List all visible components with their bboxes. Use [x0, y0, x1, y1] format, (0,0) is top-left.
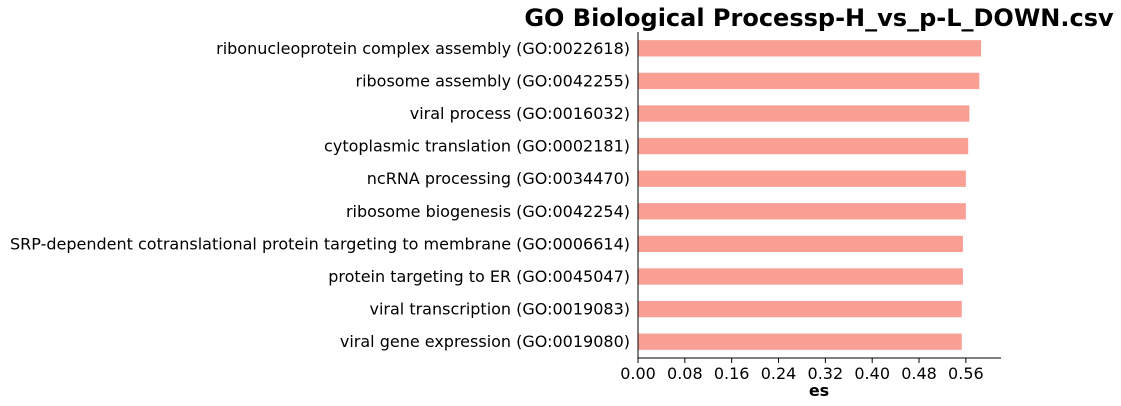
- bar: [638, 72, 980, 90]
- category-label: ncRNA processing (GO:0034470): [367, 169, 630, 188]
- category-label: SRP-dependent cotranslational protein ta…: [10, 234, 630, 253]
- x-tick-label: 0.08: [667, 364, 703, 383]
- bar: [638, 203, 966, 220]
- category-label: viral gene expression (GO:0019080): [340, 332, 630, 351]
- bars-group: [638, 40, 982, 350]
- bar: [638, 268, 963, 285]
- bar: [638, 40, 982, 57]
- x-tick-label: 0.24: [761, 364, 797, 383]
- category-label: ribosome biogenesis (GO:0042254): [346, 202, 630, 221]
- bar: [638, 170, 966, 187]
- category-label: protein targeting to ER (GO:0045047): [328, 267, 630, 286]
- bar: [638, 105, 970, 122]
- category-label: viral process (GO:0016032): [410, 104, 630, 123]
- category-label: cytoplasmic translation (GO:0002181): [324, 137, 630, 156]
- x-tick-label: 0.32: [808, 364, 844, 383]
- x-tick-label: 0.56: [948, 364, 984, 383]
- x-tick-label: 0.40: [854, 364, 890, 383]
- x-axis-label: es: [809, 381, 829, 400]
- x-tick-label: 0.48: [901, 364, 937, 383]
- chart-title: GO Biological Processp-H_vs_p-L_DOWN.csv: [524, 4, 1114, 32]
- category-label: ribonucleoprotein complex assembly (GO:0…: [216, 39, 630, 58]
- category-label: viral transcription (GO:0019083): [369, 300, 630, 319]
- bar: [638, 300, 962, 318]
- x-tick-label: 0.00: [620, 364, 656, 383]
- bar: [638, 235, 963, 253]
- x-ticks-group: 0.00 0.08 0.16 0.24 0.32 0.40 0.48 0.56: [620, 358, 984, 383]
- category-labels-group: ribonucleoprotein complex assembly (GO:0…: [10, 39, 630, 351]
- bar: [638, 333, 962, 350]
- x-tick-label: 0.16: [714, 364, 750, 383]
- bar: [638, 137, 969, 155]
- category-label: ribosome assembly (GO:0042255): [355, 71, 630, 90]
